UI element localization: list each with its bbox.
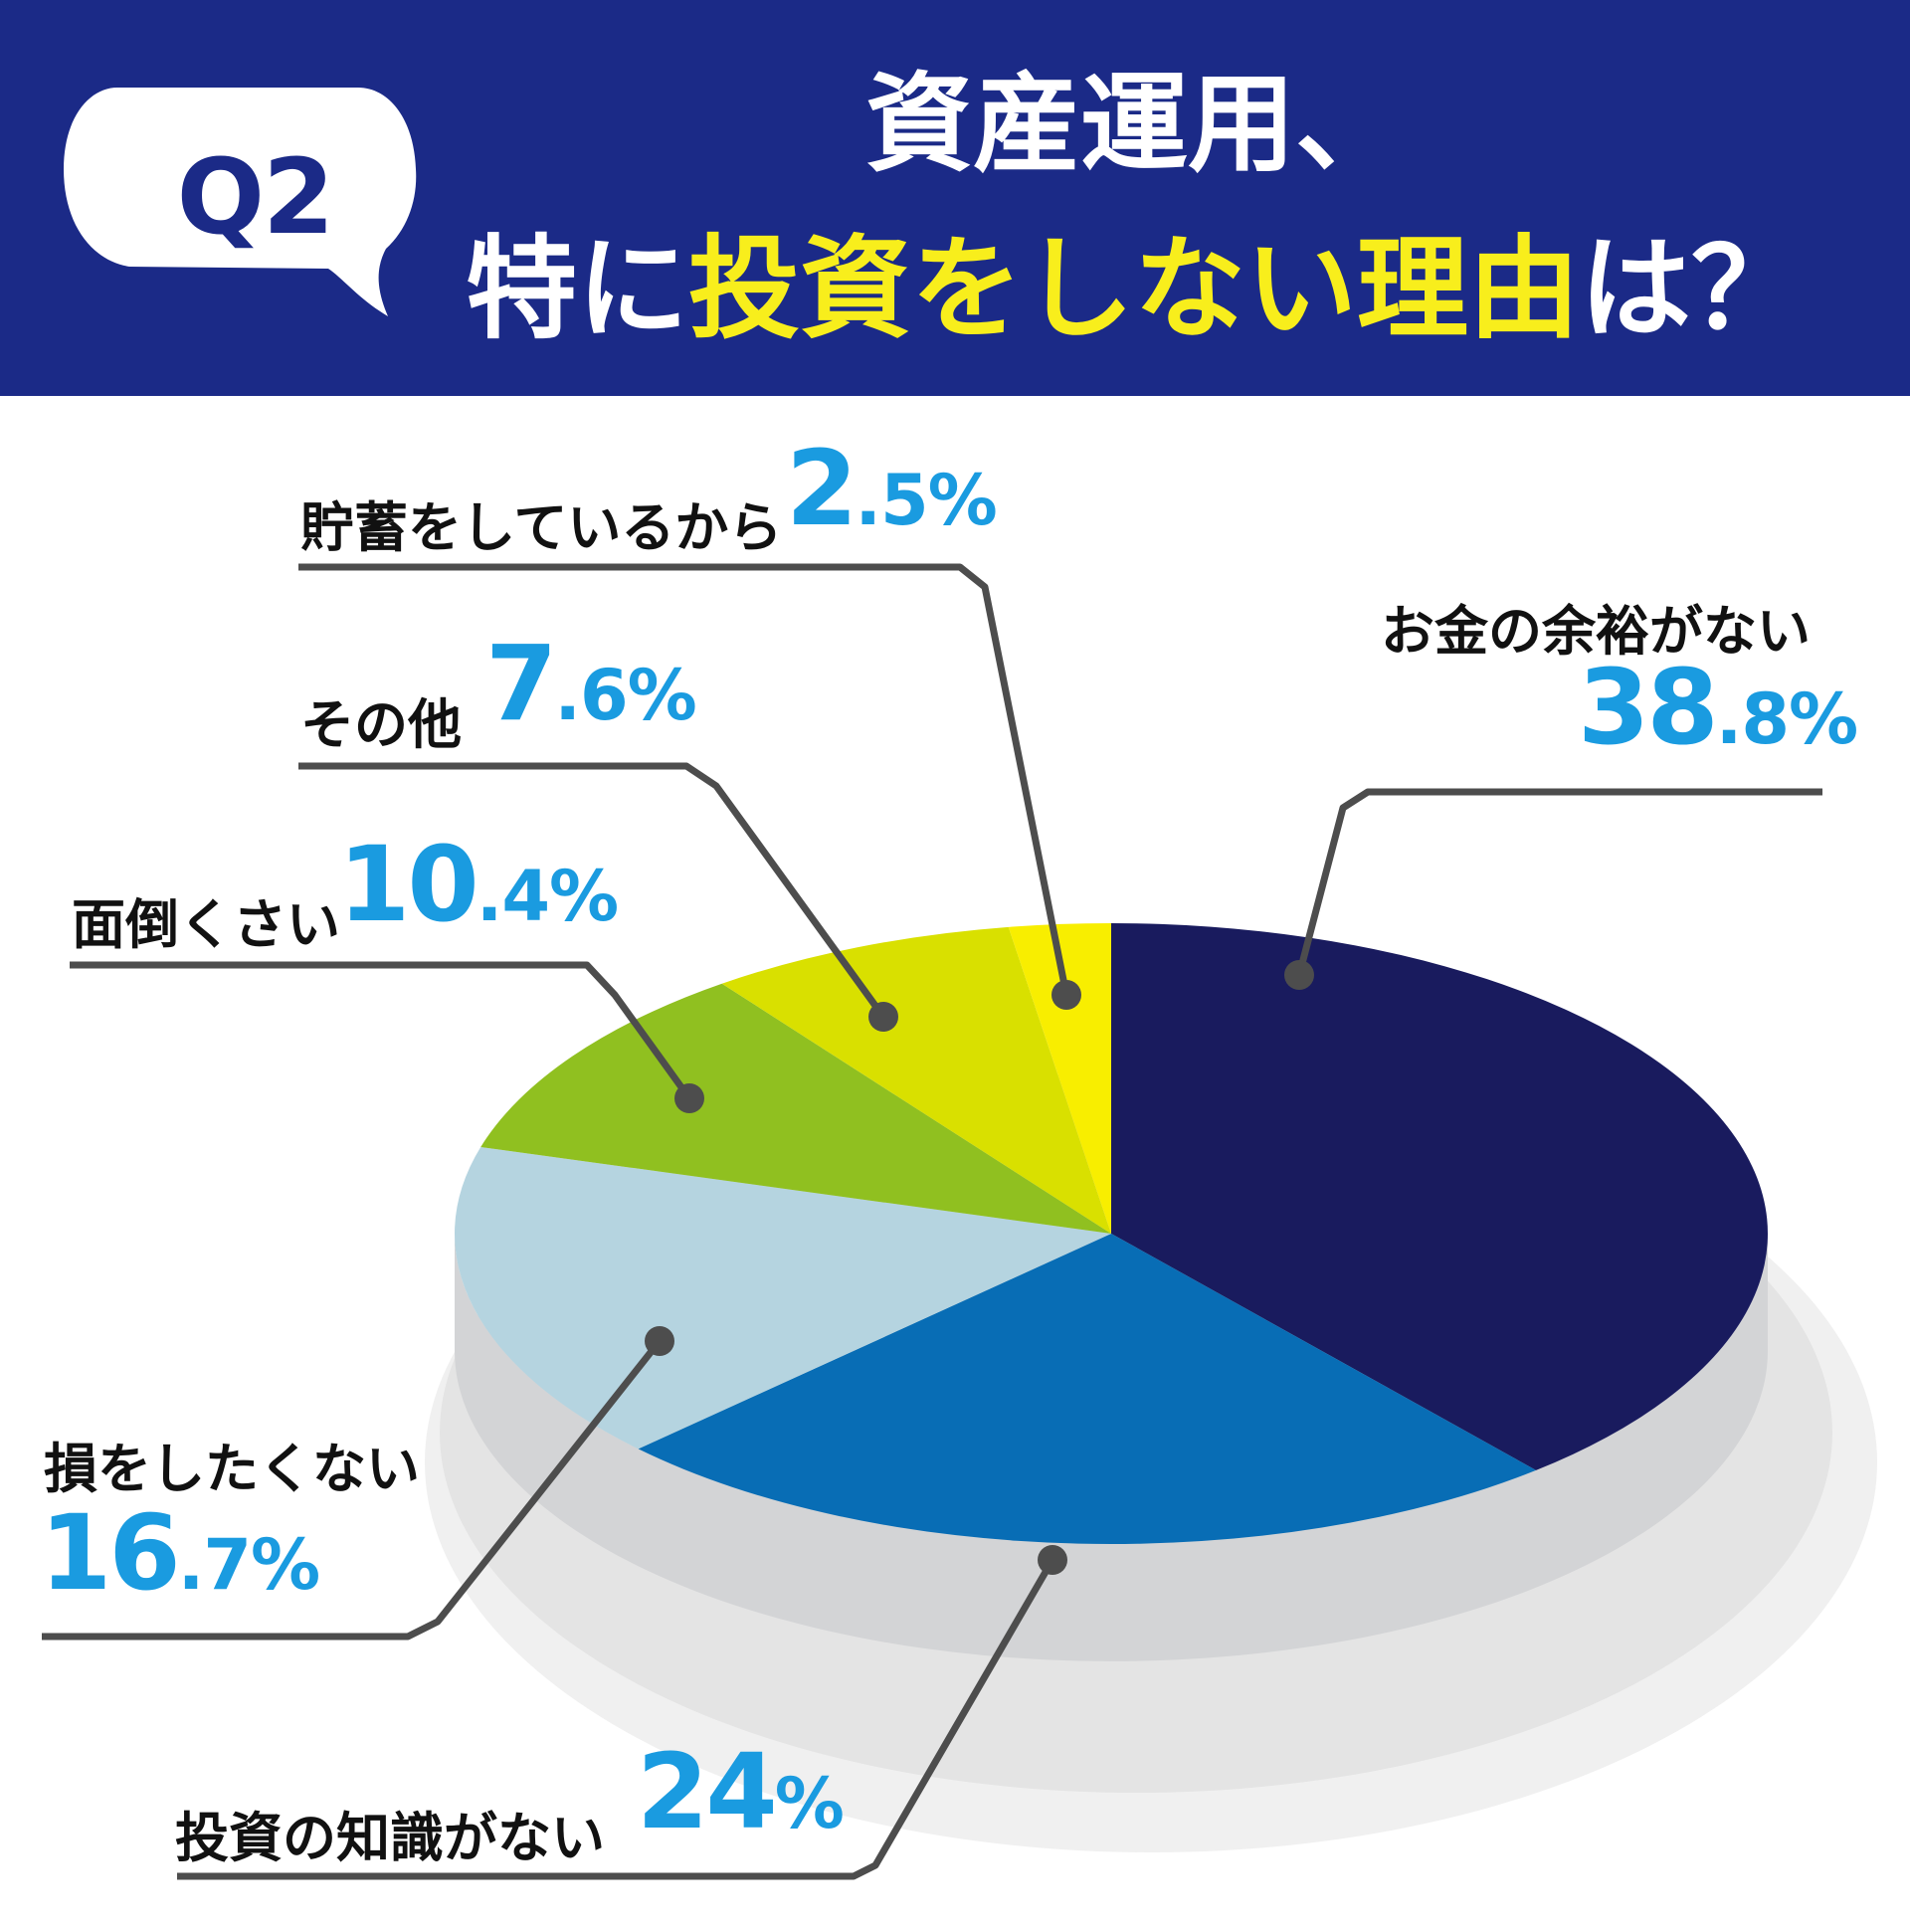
slice-value-knowledge: 24% [637, 1731, 845, 1852]
slice-label-savings: 貯蓄をしているから [300, 496, 783, 559]
pie-side-wall [455, 1234, 1768, 1661]
leader-dot-2 [645, 1326, 674, 1356]
pie-slice-3 [480, 983, 1111, 1234]
leader-dot-4 [868, 1002, 898, 1032]
pie-slice-2 [455, 1146, 1112, 1449]
slice-label-bother: 面倒くさい [72, 893, 340, 956]
header-banner: Q2 資産運用、 特に投資をしない理由は？ [0, 0, 1910, 396]
leader-line-2 [42, 1338, 663, 1641]
pie-slice-4 [721, 926, 1111, 1234]
leader-dot-5 [1051, 980, 1081, 1010]
slice-value-other: 7.6% [485, 623, 697, 744]
title-line-1: 資産運用、 [864, 63, 1403, 187]
question-badge: Q2 [176, 136, 335, 258]
title-highlight: 投資をしない理由 [688, 225, 1580, 354]
slice-value-bother: 10.4% [338, 824, 619, 945]
slice-label-other: その他 [300, 693, 462, 756]
pie-side [455, 1234, 1768, 1661]
pie-slice-5 [1008, 923, 1111, 1234]
leader-line-0 [1295, 788, 1822, 976]
slice-value-loss: 16.7% [40, 1492, 320, 1614]
slice-label-money: お金の余裕がない [1381, 600, 1811, 663]
leader-lines [42, 563, 1822, 1880]
title-line-2: 特に投資をしない理由は？ [398, 225, 1870, 354]
leader-dot-0 [1284, 960, 1314, 990]
leader-line-3 [70, 961, 692, 1101]
pie-slice-1 [638, 1234, 1537, 1544]
title-part-2: は？ [1580, 225, 1803, 354]
slice-label-loss: 損をしたくない [44, 1438, 420, 1500]
pie-slices [455, 923, 1769, 1544]
slice-label-knowledge: 投資の知識がない [175, 1807, 605, 1869]
leader-line-5 [298, 563, 1070, 996]
leader-dot-1 [1038, 1545, 1067, 1575]
slice-value-money: 38.8% [1578, 647, 1858, 768]
title-part-1: 特に [466, 225, 688, 354]
slice-value-savings: 2.5% [786, 428, 998, 549]
leader-dot-3 [674, 1083, 704, 1113]
speech-bubble-icon [64, 88, 417, 316]
leader-line-1 [177, 1558, 1056, 1880]
leader-line-4 [298, 762, 886, 1020]
pie-slice-0 [1111, 923, 1769, 1470]
